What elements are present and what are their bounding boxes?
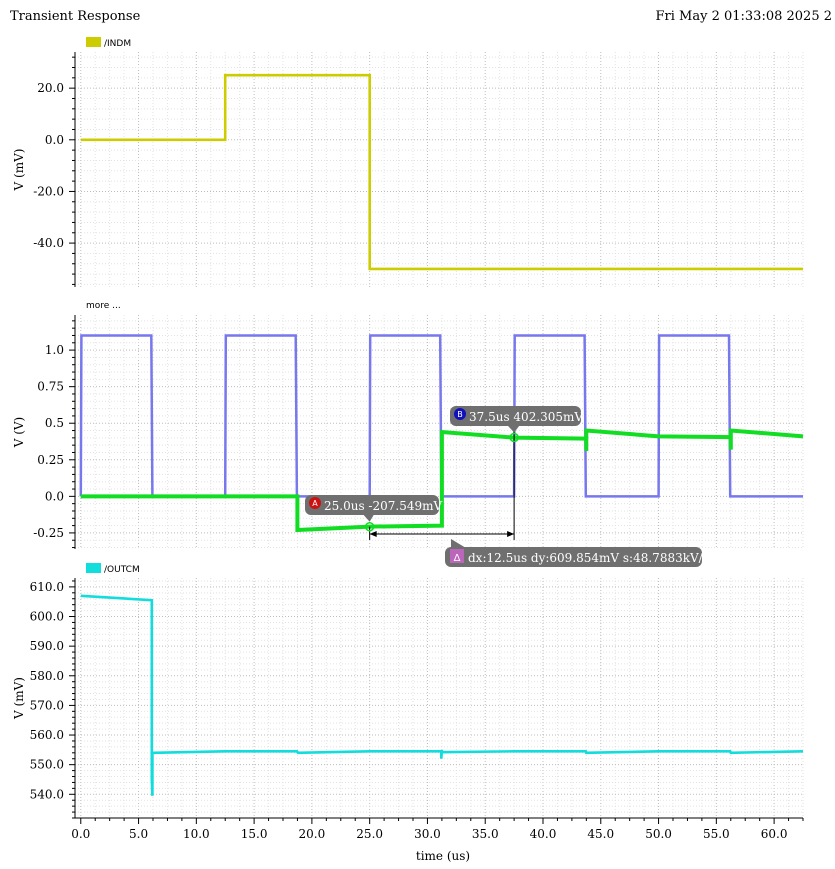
marker-a-text: 25.0us -207.549mV [324, 499, 442, 513]
legend-label: /INDM [104, 39, 131, 49]
y-tick-label: 0.5 [45, 416, 64, 430]
delta-letter: Δ [454, 553, 461, 564]
x-tick-label: 15.0 [241, 827, 268, 841]
series-line-response [80, 428, 804, 533]
delta-text: dx:12.5us dy:609.854mV s:48.7883kV/s [468, 551, 709, 565]
marker-a-point [364, 521, 375, 532]
y-tick-label: 0.25 [37, 453, 64, 467]
y-tick-label: 550.0 [30, 758, 64, 772]
window-title: Transient Response [10, 9, 141, 24]
timestamp: Fri May 2 01:33:08 2025 2 [655, 9, 832, 24]
y-tick-label: 610.0 [30, 580, 64, 594]
marker-a-letter: A [312, 499, 318, 508]
y-tick-label: -20.0 [33, 184, 64, 198]
x-tick-label: 50.0 [645, 827, 672, 841]
x-tick-label: 30.0 [414, 827, 441, 841]
x-axis-label: time (us) [416, 849, 470, 863]
y-tick-label: 0.75 [37, 380, 64, 394]
y-tick-label: 590.0 [30, 639, 64, 653]
x-tick-label: 60.0 [761, 827, 788, 841]
marker-b-bubble [450, 406, 581, 426]
y-tick-label: 0.0 [45, 133, 64, 147]
marker-a-label: A 25.0us -207.549mV [305, 495, 442, 522]
legend-swatch [86, 37, 101, 47]
legend-label: /OUTCM [104, 565, 140, 575]
y-tick-label: 0.0 [45, 489, 64, 503]
marker-b-text: 37.5us 402.305mV [469, 410, 583, 424]
x-axis: 0.0 5.0 10.0 15.0 20.0 25.0 30.0 35.0 40.0 45.0 50… [71, 817, 804, 863]
y-tick-label: 560.0 [30, 728, 64, 742]
marker-b-badge [454, 408, 466, 420]
y-tick-label: 1.0 [45, 343, 64, 357]
chart-panel-3[interactable]: 610.0 600.0 590.0 580.0 570.0 560.0 550.0 540.0… [12, 563, 804, 819]
y-tick-label: 20.0 [37, 81, 64, 95]
x-tick-label: 10.0 [183, 827, 210, 841]
x-tick-label: 45.0 [587, 827, 614, 841]
y-axis-label: V (V) [12, 417, 26, 449]
y-axis-label: V (mV) [12, 677, 26, 720]
y-tick-label: -40.0 [33, 236, 64, 250]
x-tick-label: 35.0 [472, 827, 499, 841]
series-line-indm [80, 73, 803, 271]
y-tick-label: -0.25 [33, 526, 64, 540]
legend-label: more ... [86, 301, 121, 311]
marker-a-badge [309, 497, 321, 509]
delta-arrowhead-left [369, 531, 377, 537]
marker-b-label: B 37.5us 402.305mV [450, 406, 583, 433]
marker-a-bubble [305, 495, 439, 515]
y-tick-label: 540.0 [30, 787, 64, 801]
chart-panel-2[interactable]: 1.0 0.75 0.5 0.25 0.0 -0.25 V (V) more ... A 25.0… [12, 301, 804, 567]
delta-arrowhead-right [507, 531, 515, 537]
x-tick-label: 25.0 [356, 827, 383, 841]
y-tick-label: 600.0 [30, 610, 64, 624]
delta-badge [450, 549, 464, 563]
y-tick-label: 580.0 [30, 669, 64, 683]
x-tick-label: 40.0 [530, 827, 557, 841]
marker-b-point [509, 432, 519, 443]
delta-bubble [445, 547, 702, 567]
y-axis-label: V (mV) [12, 149, 26, 192]
legend-swatch [86, 563, 101, 573]
x-tick-label: 0.0 [71, 827, 90, 841]
series-line-outcm [80, 594, 804, 796]
marker-b-pointer [508, 426, 520, 433]
chart-panel-1[interactable]: 20.0 0.0 -20.0 -40.0 V (mV) /INDM [12, 37, 804, 287]
delta-pointer [451, 539, 466, 548]
y-tick-label: 570.0 [30, 698, 64, 712]
x-tick-label: 20.0 [299, 827, 326, 841]
marker-a-pointer [363, 515, 374, 522]
marker-b-letter: B [457, 410, 463, 419]
x-tick-label: 55.0 [703, 827, 730, 841]
x-tick-label: 5.0 [129, 827, 148, 841]
